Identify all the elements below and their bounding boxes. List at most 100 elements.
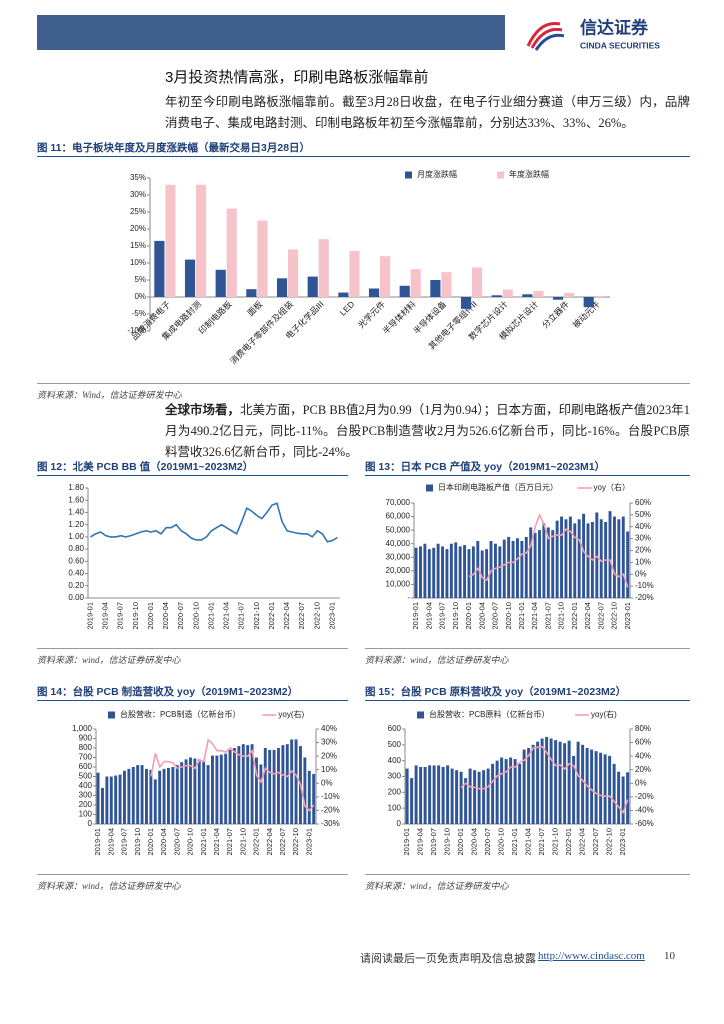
bar xyxy=(572,755,576,824)
bar xyxy=(573,523,577,598)
bar xyxy=(495,760,499,824)
y-tick-label: 200 xyxy=(388,787,402,796)
bar xyxy=(463,545,467,598)
legend-swatch xyxy=(497,171,504,179)
line xyxy=(468,512,629,588)
x-tick-label: 2021-01 xyxy=(510,828,519,856)
bar xyxy=(414,547,418,598)
bar xyxy=(464,778,468,824)
x-tick-label: 印制电路板 xyxy=(197,299,234,336)
y-tick-label: 0 xyxy=(397,819,402,828)
section-title: 3月投资热情高涨，印刷电路板涨幅靠前 xyxy=(165,69,429,86)
x-tick-label: 2019-01 xyxy=(402,828,411,856)
y-tick-label: 20% xyxy=(635,546,651,555)
bar xyxy=(551,530,555,598)
x-tick-label: 2020-04 xyxy=(161,602,170,630)
x-tick-label: 2021-01 xyxy=(517,602,526,630)
bar xyxy=(538,530,541,598)
bar xyxy=(595,512,599,598)
bar xyxy=(419,546,422,598)
legend-label: 年度涨跌幅 xyxy=(509,169,549,179)
x-tick-label: 2022-07 xyxy=(278,828,287,856)
y-tick-label: 50% xyxy=(635,510,651,519)
x-tick-label: 2020-10 xyxy=(504,602,513,630)
x-tick-label: 2021-10 xyxy=(252,602,261,630)
chart: 0 100 200 300 400 500 600 -60% -40% -20% 0% 20% 40% 6… xyxy=(388,709,654,856)
x-tick-label: 2019-10 xyxy=(443,828,452,856)
y-tick-label: 300 xyxy=(79,791,93,800)
x-tick-label: 2019-01 xyxy=(411,602,420,630)
bar xyxy=(428,765,432,824)
bar xyxy=(197,759,201,824)
y-tick-label: 0% xyxy=(635,778,647,787)
bar xyxy=(105,776,109,824)
y-tick-label: 15% xyxy=(130,241,146,250)
x-tick-label: 2021-10 xyxy=(551,828,560,856)
x-tick-label: 光学元件 xyxy=(356,299,387,330)
bar xyxy=(285,744,289,824)
y-tick-label: 0.00 xyxy=(68,593,84,602)
bar xyxy=(473,770,477,824)
bar xyxy=(502,289,513,297)
bar xyxy=(518,763,522,824)
bar xyxy=(555,520,559,598)
bar xyxy=(96,772,100,824)
y-tick-label: -20% xyxy=(321,806,340,815)
figure-source: 资料来源：wind，信达证券研发中心 xyxy=(365,648,690,666)
x-tick-label: 2020-07 xyxy=(483,828,492,856)
bar xyxy=(288,249,299,297)
bar xyxy=(109,776,113,824)
bar xyxy=(531,744,535,824)
y-tick-label: 200 xyxy=(79,800,93,809)
bar xyxy=(184,259,196,297)
bar xyxy=(167,767,170,824)
y-tick-label: -5% xyxy=(132,309,146,318)
y-tick-label: -10% xyxy=(127,326,146,335)
bar xyxy=(189,757,192,824)
bar xyxy=(380,256,391,297)
x-tick-label: 2022-04 xyxy=(282,602,291,630)
bar xyxy=(560,516,564,598)
bar xyxy=(472,267,483,297)
figure-caption: 图 12：北美 PCB BB 值（2019M1~2023M2） xyxy=(37,459,348,476)
bar xyxy=(259,764,263,824)
bar xyxy=(467,549,471,598)
line xyxy=(150,738,315,812)
bar xyxy=(419,767,423,824)
bar xyxy=(576,741,580,824)
bar xyxy=(621,516,625,598)
y-tick-label: 35% xyxy=(130,173,146,182)
bar xyxy=(312,773,316,824)
y-tick-label: 5% xyxy=(134,275,146,284)
bar xyxy=(318,239,329,297)
bar xyxy=(549,738,553,824)
x-tick-label: 2019-07 xyxy=(116,602,125,630)
y-tick-label: 30,000 xyxy=(386,552,411,561)
bar xyxy=(281,745,285,824)
x-tick-label: 2021-07 xyxy=(543,602,552,630)
paragraph: 全球市场看，北美方面，PCB BB值2月为0.99（1月为0.94）；日本方面，… xyxy=(165,400,690,463)
figure-caption: 图 14：台股 PCB 制造营收及 yoy（2019M1~2023M2） xyxy=(37,684,348,701)
paragraph-lead: 全球市场看， xyxy=(165,403,241,417)
bar xyxy=(268,749,272,824)
bar xyxy=(430,280,441,297)
bar xyxy=(603,754,607,824)
y-tick-label: 600 xyxy=(388,724,402,733)
footer-notice: 请阅读最后一页免责声明及信息披露 xyxy=(360,953,536,965)
bar xyxy=(489,541,493,598)
y-tick-label: 60,000 xyxy=(386,512,411,521)
bar xyxy=(599,519,603,598)
bar xyxy=(432,547,436,598)
x-tick-label: 2022-10 xyxy=(610,602,619,630)
bar xyxy=(441,546,444,598)
x-tick-label: 2022-04 xyxy=(578,828,587,856)
bar xyxy=(215,269,226,297)
x-tick-label: 2020-01 xyxy=(146,602,155,630)
bar xyxy=(522,294,533,297)
figure-source: 资料来源：Wind，信达证券研发中心 xyxy=(37,383,690,401)
x-tick-label: 2022-01 xyxy=(252,828,261,856)
footer-url[interactable]: http://www.cindasc.com xyxy=(538,950,645,962)
x-tick-label: 2020-07 xyxy=(172,828,181,856)
y-tick-label: -10% xyxy=(635,581,654,590)
y-tick-label: 400 xyxy=(388,756,402,765)
